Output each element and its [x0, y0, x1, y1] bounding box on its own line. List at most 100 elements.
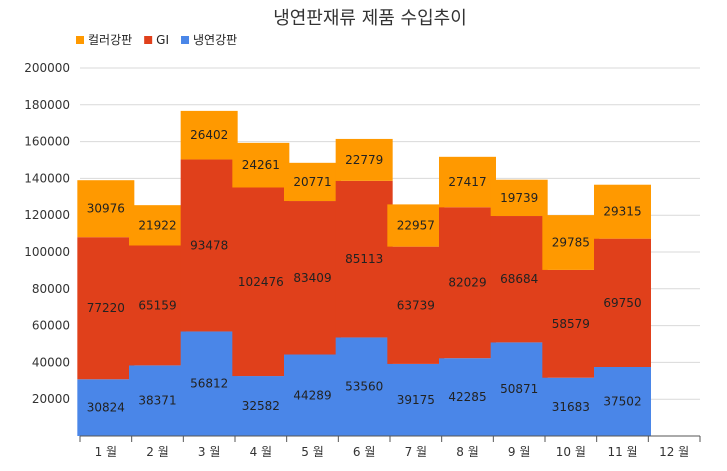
data-label: 31683 — [552, 400, 590, 414]
bar-segment — [180, 331, 238, 436]
legend-swatch — [144, 36, 153, 44]
bar-segment — [232, 376, 290, 436]
data-label: 29785 — [552, 236, 590, 250]
x-tick-label: 10 월 — [556, 445, 586, 459]
data-label: 26402 — [190, 128, 228, 142]
bar-segment — [77, 379, 135, 436]
legend-label: 컬러강판 — [88, 33, 132, 47]
chart-title: 냉연판재류 제품 수입추이 — [273, 8, 467, 29]
bar-segment — [129, 245, 186, 366]
y-tick-label: 40000 — [32, 355, 70, 369]
bar-segment — [335, 138, 393, 181]
x-tick-label: 8 월 — [456, 445, 479, 459]
data-label: 85113 — [345, 252, 383, 266]
bar-segment — [284, 162, 341, 202]
bar-segment — [439, 207, 496, 359]
data-label: 42285 — [448, 390, 486, 404]
data-label: 93478 — [190, 238, 228, 252]
bars — [77, 110, 651, 436]
bar-segment — [335, 337, 393, 436]
y-tick-label: 140000 — [24, 171, 70, 185]
x-tick-label: 9 월 — [508, 445, 531, 459]
legend-label: GI — [156, 33, 169, 47]
data-label: 29315 — [603, 205, 641, 219]
data-label: 20771 — [293, 175, 331, 189]
bar-segment — [542, 269, 600, 378]
y-tick-label: 80000 — [32, 282, 70, 296]
data-labels: 30824 77220 30976 38371 65159 21922 56812 93478… — [87, 128, 642, 414]
data-label: 22779 — [345, 153, 383, 167]
bar-segment — [490, 216, 548, 343]
data-label: 21922 — [138, 218, 176, 232]
data-label: 68684 — [500, 272, 538, 286]
x-tick-label: 6 월 — [353, 445, 376, 459]
bar-segment — [439, 358, 496, 436]
data-label: 22957 — [397, 219, 435, 233]
bar-segment — [284, 201, 341, 355]
data-label: 102476 — [238, 275, 284, 289]
bar-segment — [77, 180, 135, 238]
bar-segment — [387, 204, 445, 247]
x-tick-label: 2 월 — [146, 445, 169, 459]
bar-segment — [387, 363, 445, 436]
data-label: 50871 — [500, 382, 538, 396]
legend: 컬러강판 GI 냉연강판 — [76, 33, 237, 47]
x-tick-label: 1 월 — [95, 445, 118, 459]
x-tick-label: 4 월 — [250, 445, 273, 459]
x-tick-label: 3 월 — [198, 445, 221, 459]
data-label: 77220 — [87, 301, 125, 315]
bar-segment — [129, 365, 186, 436]
bar-segment — [542, 377, 600, 436]
data-label: 44289 — [293, 388, 331, 402]
y-tick-label: 180000 — [24, 98, 70, 112]
bar-segment — [387, 246, 445, 364]
bar-segment — [180, 159, 238, 332]
bar-segment — [594, 238, 651, 367]
x-tick-label: 5 월 — [301, 445, 324, 459]
bar-segment — [439, 156, 496, 208]
y-tick-label: 160000 — [24, 135, 70, 149]
x-axis-ticks: 1 월 2 월 3 월 4 월 5 월 6 월 7 월 8 월 9 월 10 월 11 월 12 월 — [79, 436, 701, 459]
data-label: 53560 — [345, 380, 383, 394]
bar-segment — [594, 366, 651, 436]
data-label: 58579 — [552, 317, 590, 331]
y-tick-label: 200000 — [24, 61, 70, 75]
x-tick-label: 11 월 — [607, 445, 637, 459]
data-label: 69750 — [603, 296, 641, 310]
bar-segment — [129, 205, 186, 246]
y-axis-ticks: 20000 40000 60000 80000 100000 120000 140000 16… — [24, 61, 70, 406]
x-tick-label: 12 월 — [659, 445, 689, 459]
data-label: 30976 — [87, 202, 125, 216]
data-label: 39175 — [397, 393, 435, 407]
bar-segment — [232, 187, 290, 377]
bar-segment — [542, 215, 600, 270]
data-label: 83409 — [293, 271, 331, 285]
bar-segment — [180, 110, 238, 160]
data-label: 37502 — [603, 394, 641, 408]
bar-segment — [232, 142, 290, 188]
data-label: 65159 — [138, 298, 176, 312]
bar-segment — [284, 354, 341, 436]
data-label: 30824 — [87, 401, 125, 415]
data-label: 63739 — [397, 298, 435, 312]
bar-segment — [594, 184, 651, 239]
data-label: 24261 — [242, 158, 280, 172]
y-tick-label: 20000 — [32, 392, 70, 406]
bar-segment — [77, 237, 135, 380]
data-label: 56812 — [190, 377, 228, 391]
legend-swatch — [181, 36, 190, 44]
bar-segment — [490, 179, 548, 217]
bar-segment — [490, 342, 548, 436]
data-label: 82029 — [448, 276, 486, 290]
bar-segment — [335, 180, 393, 338]
data-label: 27417 — [448, 175, 486, 189]
y-tick-label: 120000 — [24, 208, 70, 222]
legend-swatch — [76, 36, 84, 44]
data-label: 38371 — [138, 394, 176, 408]
legend-label: 냉연강판 — [193, 33, 237, 47]
y-tick-label: 100000 — [24, 245, 70, 259]
y-tick-label: 60000 — [32, 319, 70, 333]
x-tick-label: 7 월 — [405, 445, 428, 459]
data-label: 19739 — [500, 191, 538, 205]
